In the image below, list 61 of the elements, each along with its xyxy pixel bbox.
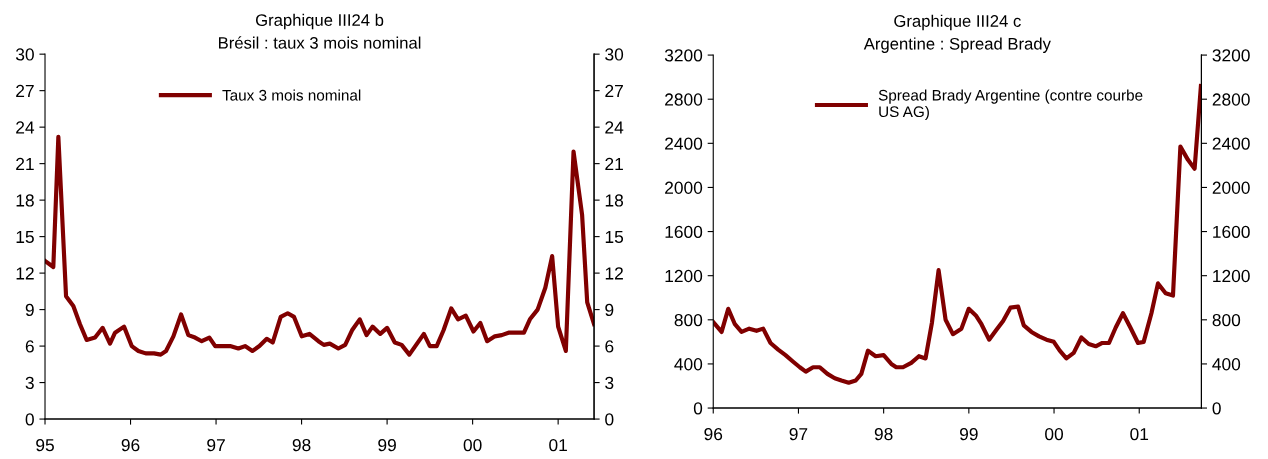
x-tick-label: 99	[378, 438, 396, 452]
y2-tick-label: 0	[605, 413, 614, 426]
y-tick-label: 12	[16, 267, 34, 280]
y-tick-label: 3200	[664, 49, 703, 62]
y-tick-label: 0	[25, 413, 34, 426]
y2-tick-label: 3200	[1212, 49, 1250, 62]
x-tick-label: 96	[704, 427, 723, 441]
y2-tick-label: 400	[1212, 358, 1241, 371]
y-tick-label: 400	[674, 358, 703, 371]
x-tick-label: 99	[960, 427, 978, 441]
y-tick-label: 0	[693, 402, 703, 415]
y-tick-label: 2400	[665, 137, 703, 150]
chart-title: Graphique III24 c	[894, 14, 1021, 31]
y2-tick-label: 800	[1212, 313, 1241, 327]
x-tick-label: 01	[549, 438, 567, 452]
x-tick-label: 97	[207, 438, 225, 452]
y-tick-label: 9	[25, 303, 34, 317]
y2-tick-label: 18	[605, 194, 624, 207]
y-tick-label: 2800	[665, 93, 703, 106]
y2-tick-label: 2800	[1212, 93, 1250, 106]
x-tick-label: 97	[789, 427, 808, 441]
x-tick-label: 00	[463, 438, 482, 452]
y-tick-label: 30	[15, 48, 34, 61]
x-tick-label: 96	[121, 438, 140, 452]
x-tick-label: 01	[1130, 427, 1149, 441]
chart-subtitle: Brésil : taux 3 mois nominal	[219, 36, 421, 49]
line-series	[45, 134, 595, 357]
y2-tick-label: 6	[605, 340, 614, 353]
y2-tick-label: 2000	[1212, 181, 1250, 194]
y2-tick-label: 27	[605, 84, 623, 97]
y-tick-label: 1200	[665, 269, 703, 283]
y-tick-label: 18	[16, 194, 34, 207]
line-series	[713, 83, 1202, 385]
y-tick-label: 21	[16, 157, 34, 170]
y2-tick-label: 1200	[1213, 269, 1250, 283]
y-tick-label: 3	[25, 376, 34, 390]
y2-tick-label: 24	[605, 121, 624, 134]
x-tick-label: 98	[874, 427, 893, 441]
x-tick-label: 98	[292, 438, 311, 452]
y2-tick-label: 21	[605, 157, 623, 170]
y-tick-label: 1600	[665, 225, 703, 239]
y-tick-label: 24	[16, 121, 35, 134]
y2-tick-label: 0	[1212, 402, 1221, 415]
y2-tick-label: 3	[605, 376, 614, 390]
chart-title: Graphique III24 b	[255, 13, 384, 30]
x-tick-label: 95	[36, 438, 54, 452]
legend-label: Spread Brady Argentine (contre courbe US AG)	[878, 89, 1143, 121]
y2-tick-label: 9	[605, 303, 614, 317]
y-tick-label: 15	[16, 230, 34, 244]
chart-subtitle: Argentine : Spread Brady	[863, 37, 1051, 53]
legend-label: Taux 3 mois nominal	[222, 89, 361, 101]
y-tick-label: 27	[16, 84, 34, 97]
x-tick-label: 00	[1045, 427, 1064, 441]
y2-tick-label: 1600	[1213, 225, 1250, 239]
y-tick-label: 2000	[665, 181, 703, 194]
y-tick-label: 800	[674, 313, 703, 327]
y2-tick-label: 15	[605, 230, 624, 244]
y-tick-label: 6	[25, 340, 34, 353]
y2-tick-label: 2400	[1212, 137, 1250, 150]
y2-tick-label: 12	[605, 267, 623, 280]
y2-tick-label: 30	[605, 48, 624, 61]
